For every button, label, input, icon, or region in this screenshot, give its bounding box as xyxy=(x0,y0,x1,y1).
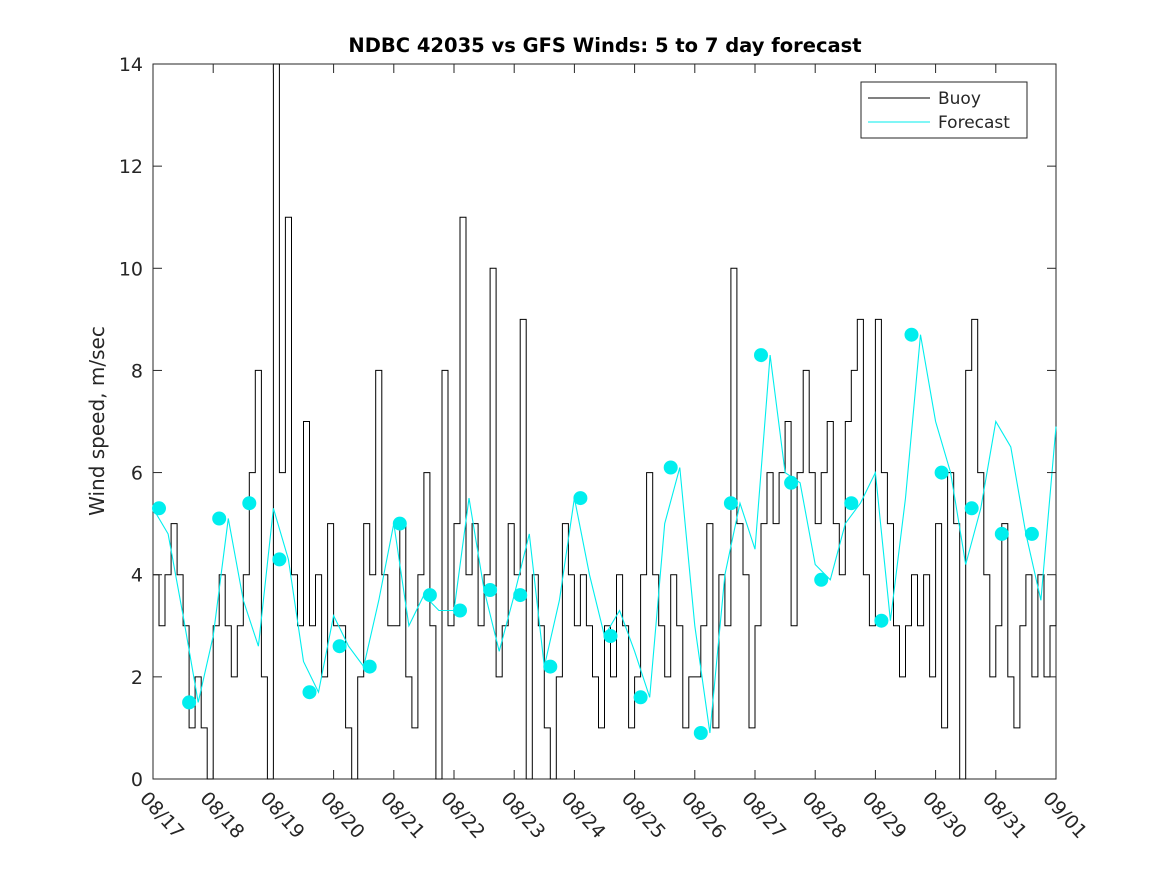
forecast-point xyxy=(212,511,227,526)
forecast-point xyxy=(603,629,618,643)
series-line-buoy xyxy=(153,63,1057,780)
y-axis-label: Wind speed, m/sec xyxy=(85,326,109,516)
forecast-point xyxy=(242,496,257,511)
legend-buoy-label: Buoy xyxy=(938,89,981,109)
forecast-point xyxy=(152,501,166,516)
forecast-point xyxy=(1024,526,1039,541)
chart-title: NDBC 42035 vs GFS Winds: 5 to 7 day fore… xyxy=(348,34,861,57)
forecast-point xyxy=(543,659,558,674)
y-tick-label: 10 xyxy=(119,258,143,280)
forecast-point xyxy=(814,572,829,587)
forecast-point xyxy=(754,348,768,363)
y-tick-label: 4 xyxy=(131,565,143,587)
forecast-point xyxy=(633,690,648,705)
legend-forecast-label: Forecast xyxy=(938,113,1010,133)
y-tick-label: 8 xyxy=(131,360,143,382)
forecast-point xyxy=(362,659,377,674)
legend: Buoy Forecast xyxy=(860,81,1028,139)
marker-layer xyxy=(152,327,1039,740)
y-tick-label: 14 xyxy=(119,54,143,76)
forecast-point xyxy=(422,588,437,603)
forecast-point xyxy=(483,583,498,597)
y-axis-ticks: 0 2 4 6 8 10 12 14 xyxy=(119,54,1056,791)
y-tick-label: 12 xyxy=(119,156,143,178)
forecast-point xyxy=(392,516,407,531)
forecast-point xyxy=(723,496,738,511)
forecast-point xyxy=(302,685,317,700)
forecast-point xyxy=(332,639,347,654)
forecast-point xyxy=(272,552,287,567)
forecast-point xyxy=(693,726,708,740)
forecast-point xyxy=(453,603,467,618)
forecast-point xyxy=(573,491,588,506)
forecast-point xyxy=(513,588,528,603)
forecast-point xyxy=(663,460,678,475)
y-tick-label: 0 xyxy=(131,769,143,791)
y-tick-label: 6 xyxy=(131,463,143,485)
forecast-point xyxy=(934,465,949,480)
forecast-point xyxy=(784,475,799,490)
forecast-point xyxy=(844,496,859,511)
forecast-point xyxy=(964,501,979,516)
forecast-point xyxy=(994,526,1009,541)
forecast-point xyxy=(182,695,197,710)
forecast-point xyxy=(874,613,889,628)
legend-box xyxy=(860,81,1028,139)
forecast-point xyxy=(904,327,919,342)
y-tick-label: 2 xyxy=(131,667,143,689)
